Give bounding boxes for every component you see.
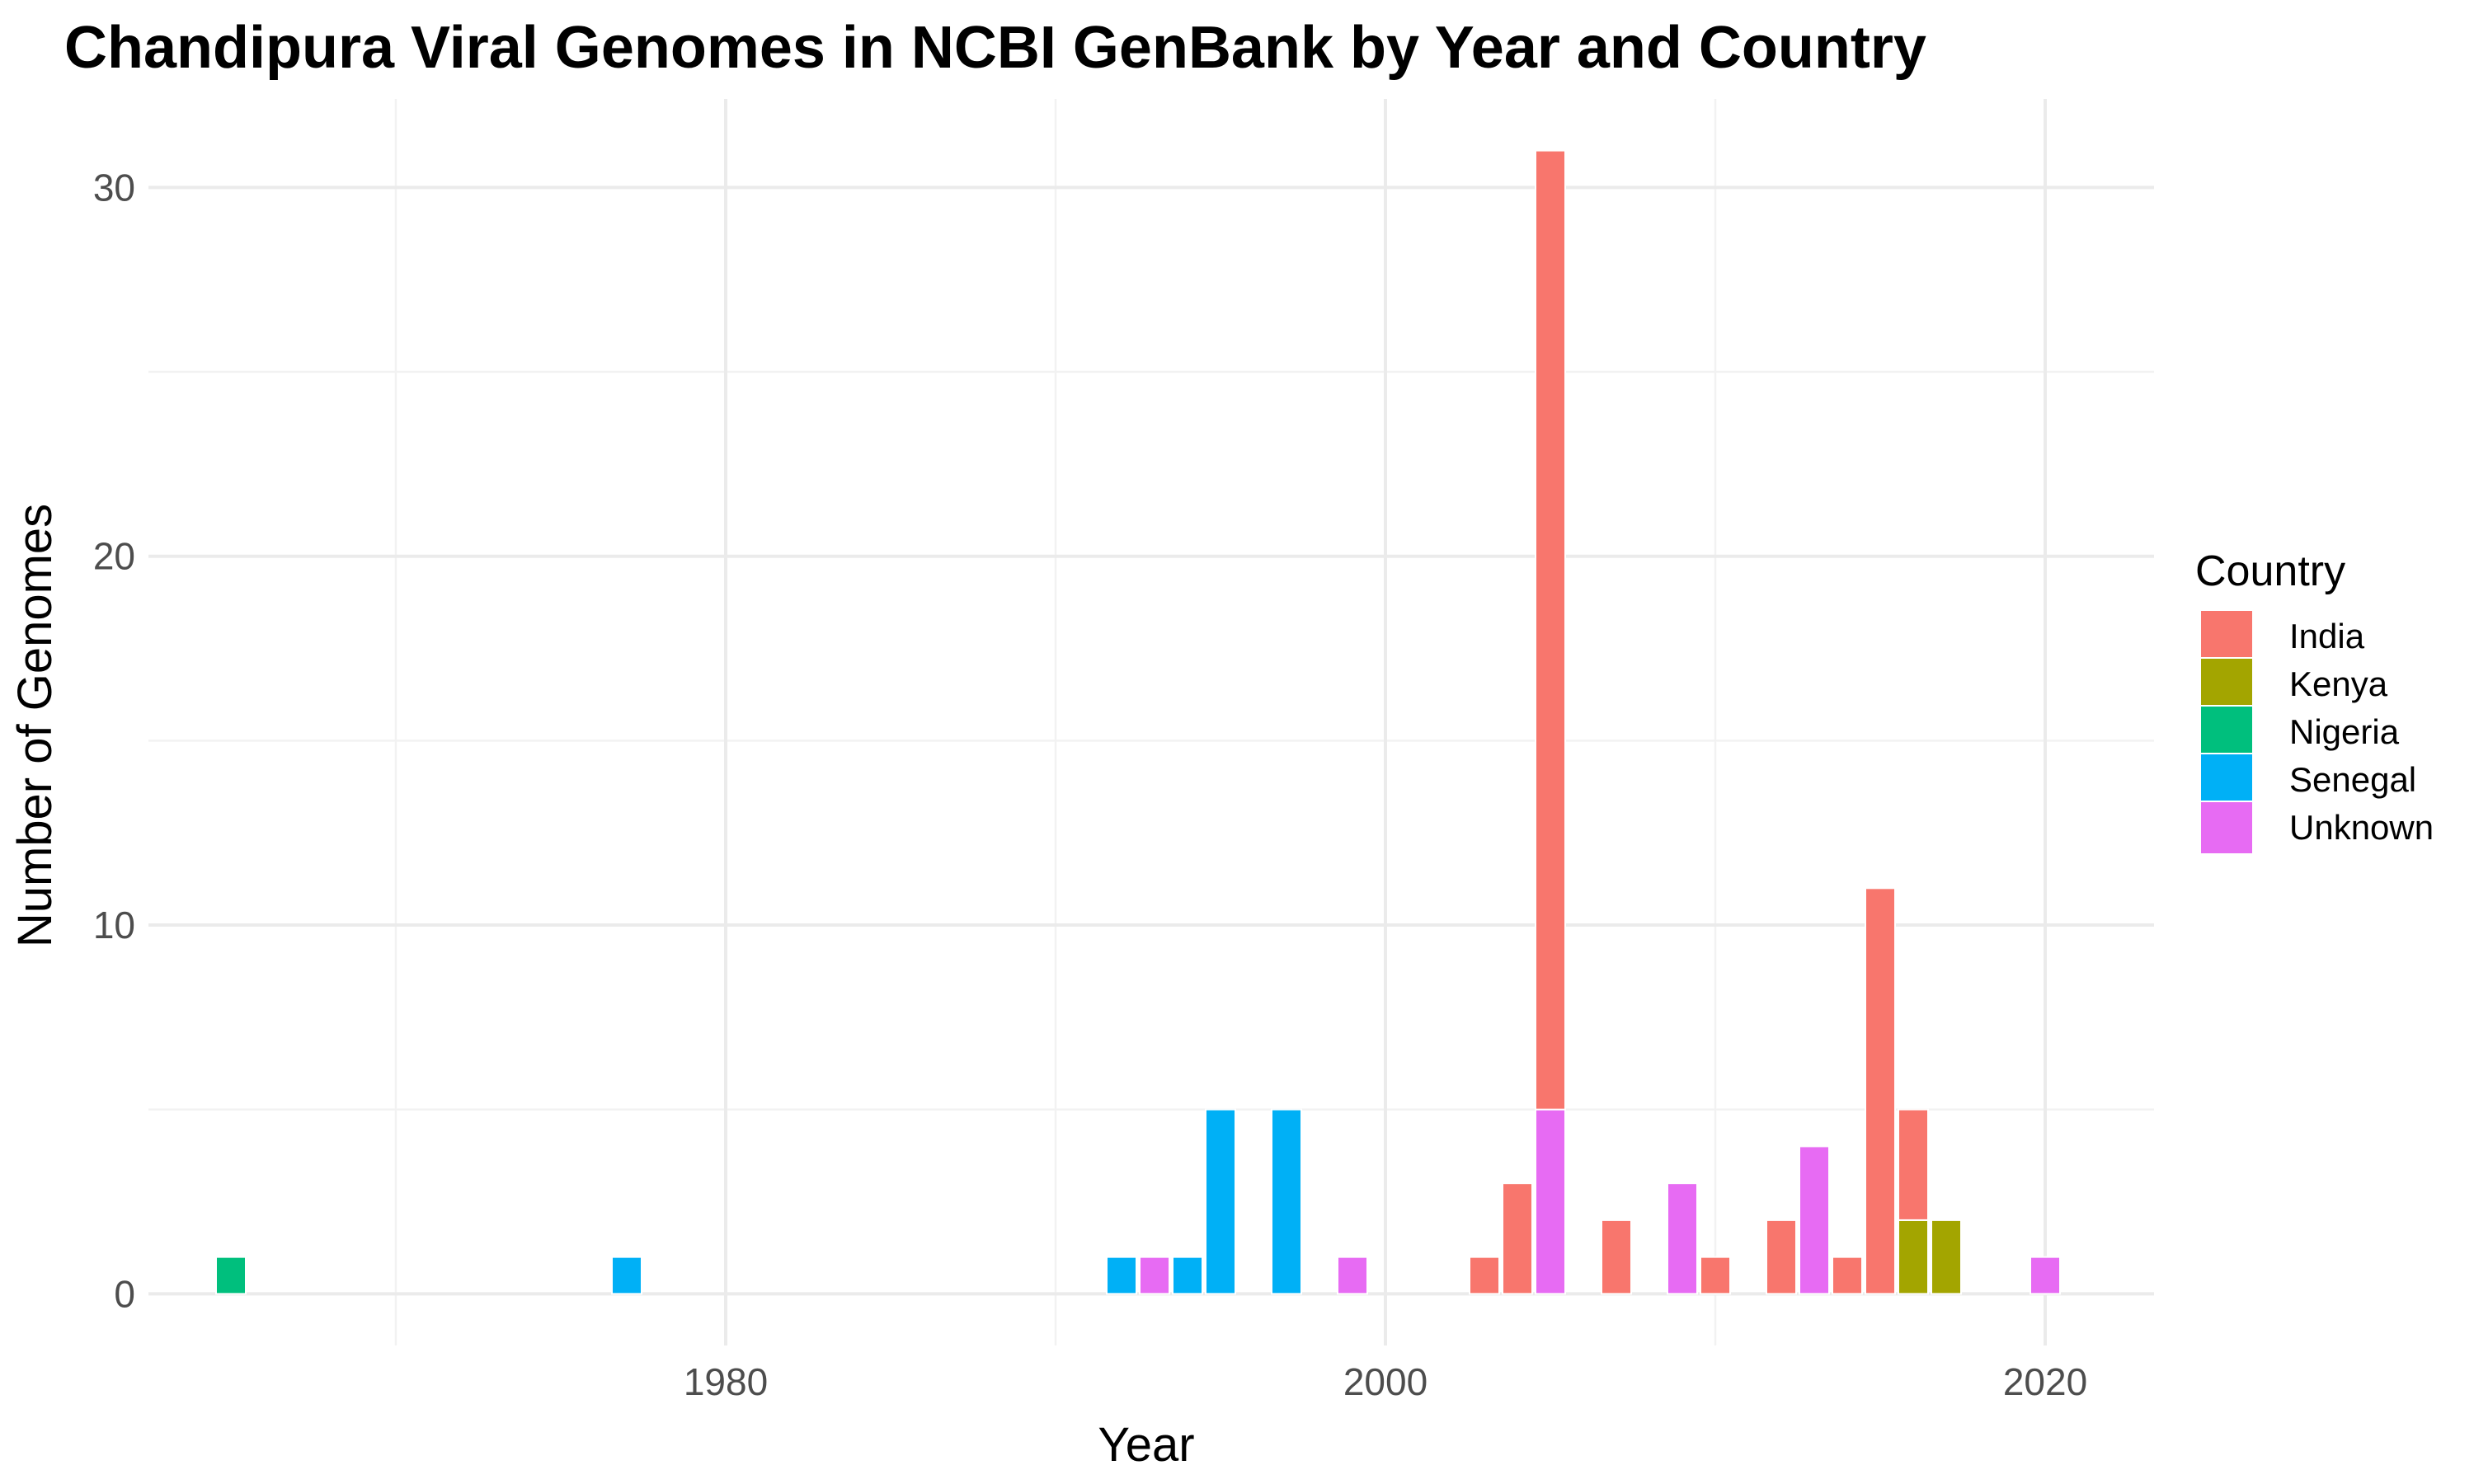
- y-tick-label: 20: [93, 535, 135, 578]
- y-axis-title: Number of Genomes: [8, 504, 62, 947]
- legend-label-nigeria: Nigeria: [2289, 712, 2400, 751]
- bar-unknown-1993: [1139, 1256, 1170, 1295]
- bar-india-2005: [1535, 149, 1566, 1111]
- bar-india-2004: [1502, 1182, 1533, 1295]
- bar-senegal-1995: [1205, 1108, 1236, 1295]
- bar-kenya-2016: [1898, 1219, 1929, 1295]
- bar-india-2015: [1865, 887, 1896, 1295]
- bar-senegal-1992: [1106, 1256, 1137, 1295]
- bar-kenya-2017: [1931, 1219, 1962, 1295]
- legend-key-nigeria: [2199, 705, 2254, 759]
- y-tick-label: 10: [93, 904, 135, 946]
- bar-india-2014: [1832, 1256, 1863, 1295]
- bar-india-2003: [1469, 1256, 1500, 1295]
- bar-unknown-2013: [1799, 1145, 1830, 1295]
- x-tick-label: 2000: [1343, 1360, 1427, 1403]
- y-tick-label: 0: [114, 1272, 135, 1315]
- legend-key-india: [2199, 609, 2254, 664]
- bar-india-2012: [1766, 1219, 1797, 1295]
- legend-label-unknown: Unknown: [2289, 808, 2434, 847]
- bar-india-2007: [1601, 1219, 1632, 1295]
- legend-label-senegal: Senegal: [2289, 760, 2416, 799]
- bar-senegal-1977: [611, 1256, 642, 1295]
- chart-title: Chandipura Viral Genomes in NCBI GenBank…: [64, 15, 1926, 81]
- plot-bars: [215, 149, 2061, 1295]
- plot-grid: [148, 99, 2154, 1345]
- bar-unknown-2009: [1667, 1182, 1698, 1295]
- x-tick-label: 1980: [684, 1360, 768, 1403]
- y-tick-label: 30: [93, 166, 135, 209]
- legend-title: Country: [2195, 547, 2345, 595]
- legend-key-senegal: [2199, 753, 2254, 807]
- bar-nigeria-1965: [215, 1256, 247, 1295]
- legend-label-india: India: [2289, 617, 2365, 655]
- bar-unknown-1999: [1337, 1256, 1368, 1295]
- bar-india-2010: [1700, 1256, 1731, 1295]
- bar-unknown-2020: [2030, 1256, 2061, 1295]
- bar-india-2016: [1898, 1108, 1929, 1221]
- x-axis-title: Year: [1098, 1418, 1194, 1472]
- bar-senegal-1997: [1271, 1108, 1302, 1295]
- x-tick-label: 2020: [2003, 1360, 2087, 1403]
- bar-unknown-2005: [1535, 1108, 1566, 1295]
- legend-key-kenya: [2199, 657, 2254, 711]
- legend-key-unknown: [2199, 801, 2254, 855]
- legend-label-kenya: Kenya: [2289, 665, 2388, 703]
- bar-senegal-1994: [1172, 1256, 1203, 1295]
- legend: Country India Kenya Nigeria Senegal Unknown: [2195, 547, 2434, 855]
- axis-ticks: 1980 2000 2020 0 10 20 30: [93, 166, 2087, 1403]
